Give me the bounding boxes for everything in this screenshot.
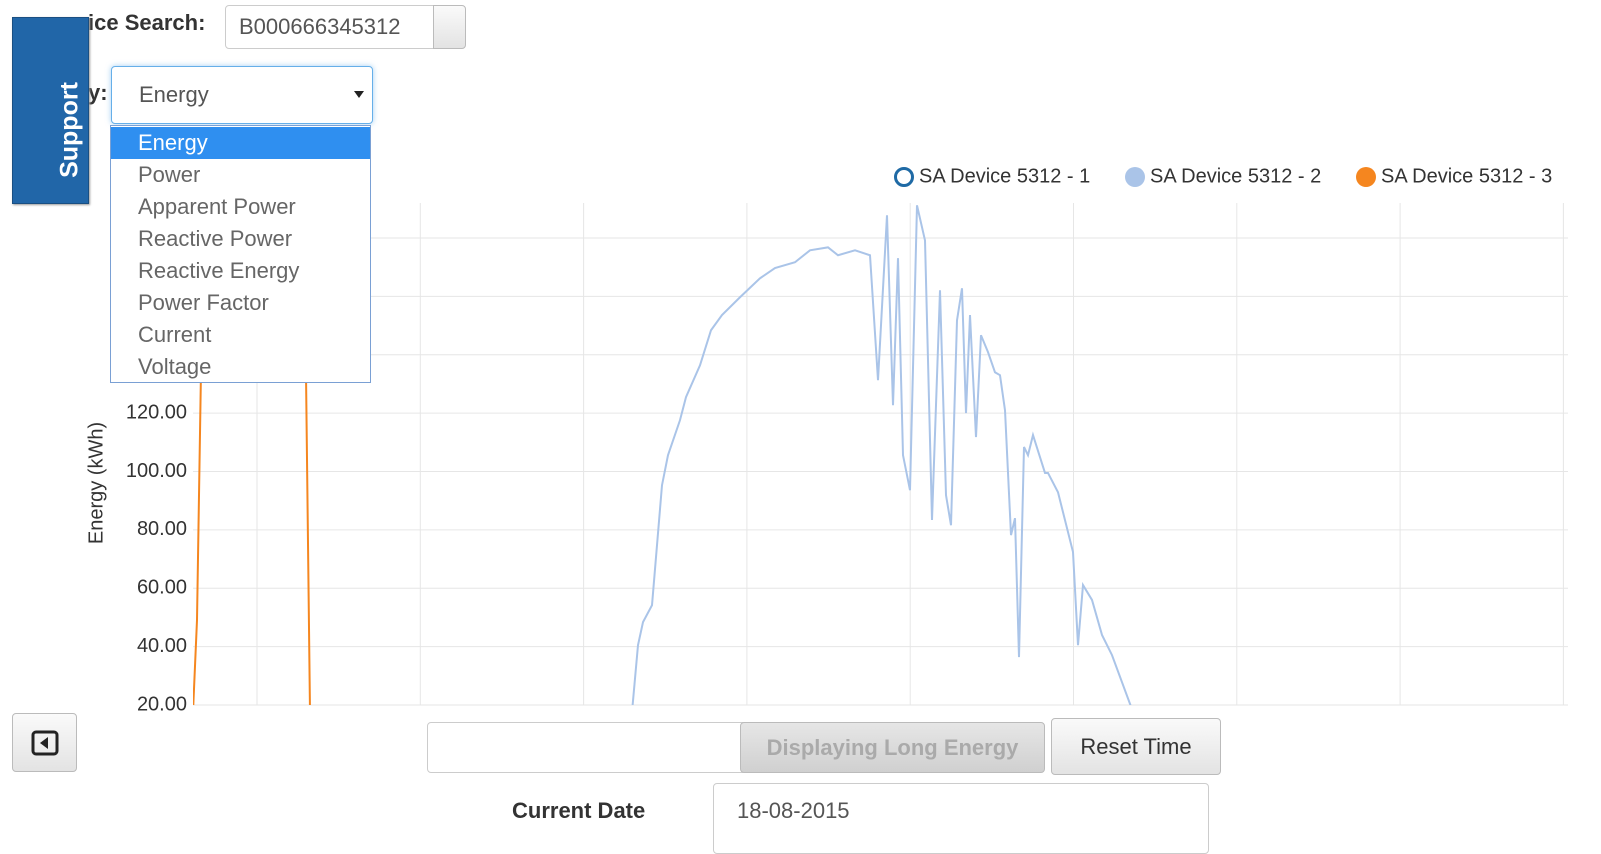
dropdown-option[interactable]: Reactive Power	[138, 226, 293, 251]
date-input[interactable]: 18-08-2015	[713, 783, 1209, 854]
legend-label: SA Device 5312 - 2	[1150, 165, 1321, 187]
selector-label: y:	[88, 80, 108, 105]
selector[interactable]: Energy	[111, 66, 373, 124]
legend-marker	[1125, 167, 1145, 187]
y-tick-label: 100.00	[126, 460, 187, 482]
date-label: Current Date	[512, 798, 646, 823]
y-tick-label: 60.00	[137, 577, 187, 599]
search-label: ice Search:	[88, 10, 206, 35]
support-label: Support	[56, 81, 84, 177]
grid	[193, 203, 1568, 706]
collapse-button[interactable]	[12, 713, 77, 772]
dropdown-option[interactable]: Current	[138, 322, 212, 347]
y-axis-label: Energy (kWh)	[85, 422, 107, 544]
search-input[interactable]: B000666345312	[225, 5, 435, 49]
legend-marker	[1356, 167, 1376, 187]
dropdown-option[interactable]: Power Factor	[138, 290, 269, 315]
dropdown-list: Energy Power Apparent Power Reactive Power R…	[110, 125, 371, 383]
dropdown-option[interactable]: Energy	[111, 127, 370, 159]
y-tick-label: 20.00	[137, 693, 187, 715]
dropdown-option[interactable]: Apparent Power	[138, 194, 296, 219]
range-slider[interactable]	[427, 722, 747, 773]
dropdown-option[interactable]: Reactive Energy	[138, 258, 300, 283]
legend-label: SA Device 5312 - 1	[919, 165, 1090, 187]
legend-label: SA Device 5312 - 3	[1381, 165, 1552, 187]
search-button[interactable]	[433, 5, 466, 49]
y-tick-label: 80.00	[137, 518, 187, 540]
support-tab[interactable]: Support	[12, 17, 89, 204]
dropdown-option[interactable]: Voltage	[138, 354, 212, 379]
selector-value: Energy	[139, 82, 209, 107]
reset-button[interactable]: Reset Time	[1051, 718, 1221, 775]
series-line	[631, 205, 1132, 705]
dropdown-arrow	[354, 91, 364, 98]
y-tick-label: 40.00	[137, 635, 187, 657]
dropdown-option[interactable]: Power	[138, 162, 201, 187]
y-tick-label: 120.00	[126, 401, 187, 423]
collapse-icon	[31, 730, 58, 755]
legend-marker	[894, 167, 914, 187]
range-button[interactable]: Displaying Long Energy	[740, 722, 1045, 773]
support-text-box: Support	[56, 81, 84, 177]
